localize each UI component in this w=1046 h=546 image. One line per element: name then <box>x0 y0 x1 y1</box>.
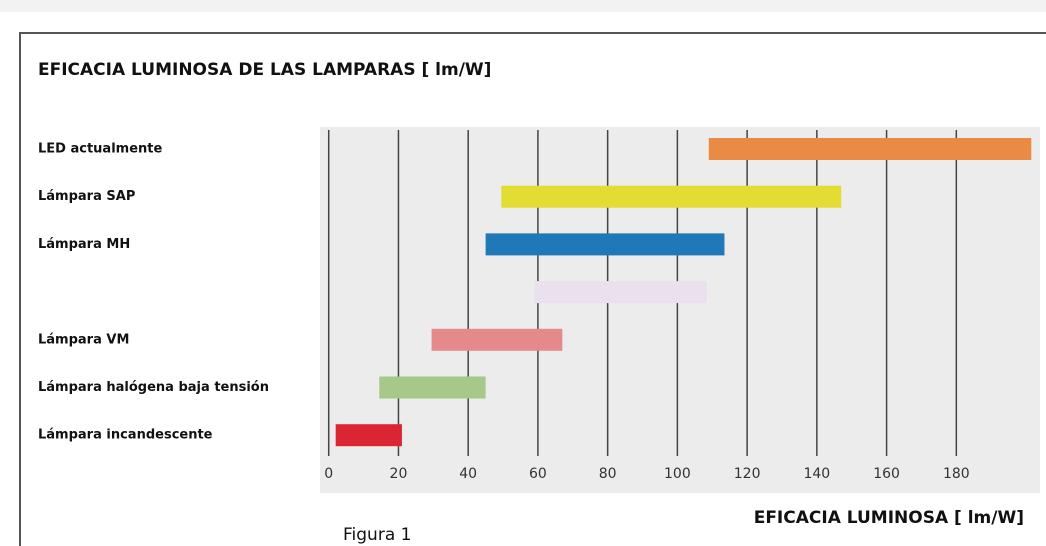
bar <box>335 424 402 447</box>
top-bar <box>0 0 1046 12</box>
frame <box>19 32 1046 546</box>
category-label: Lámpara halógena baja tensión <box>38 380 269 395</box>
x-tick-label: 140 <box>803 466 830 482</box>
bar <box>534 281 708 304</box>
category-label: Lámpara SAP <box>38 189 135 204</box>
category-label: LED actualmente <box>38 142 162 157</box>
category-label: Lámpara VM <box>38 332 129 347</box>
category-label: Lámpara MH <box>38 237 130 252</box>
bar <box>501 185 842 208</box>
plot-area <box>320 127 1040 493</box>
x-tick-label: 180 <box>943 466 970 482</box>
caption: Figura 1 <box>343 525 411 545</box>
x-tick-label: 40 <box>459 466 477 482</box>
bar <box>379 376 486 399</box>
x-tick-label: 60 <box>529 466 547 482</box>
x-tick-label: 0 <box>324 466 333 482</box>
x-axis-label: EFICACIA LUMINOSA [ lm/W] <box>754 508 1024 528</box>
category-label: Lámpara incandescente <box>38 428 213 443</box>
bar <box>431 328 563 351</box>
bar <box>708 138 1032 160</box>
chart-title: EFICACIA LUMINOSA DE LAS LAMPARAS [ lm/W… <box>38 60 491 80</box>
x-tick-label: 20 <box>390 466 408 482</box>
x-tick-label: 100 <box>664 466 691 482</box>
bar <box>485 233 725 256</box>
x-tick-label: 80 <box>599 466 617 482</box>
x-tick-label: 120 <box>734 466 761 482</box>
x-tick-label: 160 <box>873 466 900 482</box>
